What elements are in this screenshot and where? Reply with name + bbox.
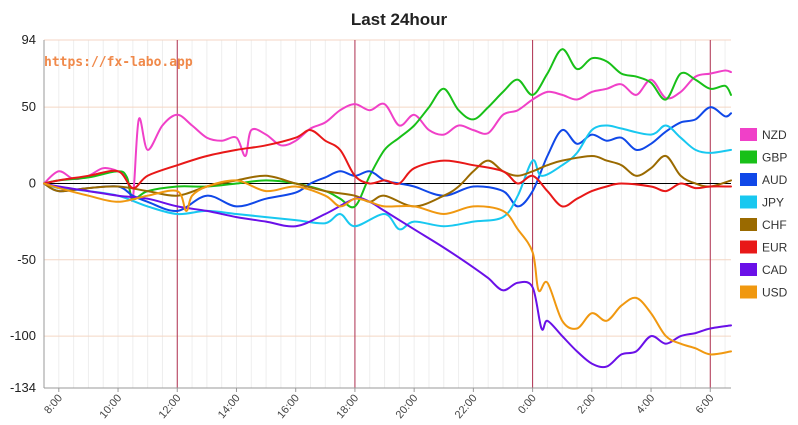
legend-swatch-cad	[740, 263, 757, 276]
legend-swatch-nzd	[740, 128, 757, 141]
legend-swatch-chf	[740, 218, 757, 231]
x-tick-label: 22:00	[453, 392, 480, 421]
legend-swatch-gbp	[740, 150, 757, 164]
legend-swatch-aud	[740, 173, 757, 186]
legend-label-eur: EUR	[762, 241, 788, 255]
series-line-gbp	[43, 48, 732, 209]
legend-swatch-jpy	[740, 195, 757, 209]
x-tick-label: 10:00	[97, 392, 124, 421]
series-line-cad	[43, 182, 732, 369]
legend-label-usd: USD	[762, 286, 788, 300]
x-tick-label: 12:00	[157, 392, 184, 421]
series-line-usd	[43, 179, 732, 356]
series-line-chf	[43, 154, 732, 208]
x-tick-label: 0:00	[516, 392, 539, 416]
legend-swatch-usd	[740, 285, 757, 299]
legend-label-cad: CAD	[762, 263, 788, 277]
x-tick-label: 4:00	[634, 392, 657, 416]
y-tick-label: -100	[10, 328, 36, 343]
watermark-text: https://fx-labo.app	[44, 55, 193, 70]
series-line-nzd	[43, 69, 732, 202]
series-line-jpy	[43, 124, 732, 231]
x-tick-label: 6:00	[694, 392, 717, 416]
y-tick-label: 0	[29, 175, 36, 190]
legend-swatch-eur	[740, 240, 757, 254]
x-tick-label: 14:00	[216, 392, 243, 421]
legend-label-gbp: GBP	[762, 151, 787, 165]
legend-label-jpy: JPY	[762, 196, 784, 210]
y-tick-label: 50	[22, 99, 36, 114]
legend-label-nzd: NZD	[762, 128, 787, 142]
series-lines	[43, 48, 732, 369]
x-tick-label: 20:00	[394, 392, 421, 421]
grid	[43, 39, 731, 389]
y-tick-label: -134	[10, 380, 36, 395]
series-line-eur	[43, 129, 732, 208]
chart-title: Last 24hour	[351, 10, 448, 29]
x-tick-label: 16:00	[275, 392, 302, 421]
legend: NZD GBP AUD JPY CHF EUR CAD USD	[740, 128, 788, 300]
x-tick-label: 8:00	[42, 392, 65, 416]
x-tick-label: 18:00	[334, 392, 361, 421]
series-line-aud	[43, 106, 732, 212]
x-tick-label: 2:00	[575, 392, 598, 416]
y-tick-label: -50	[17, 252, 36, 267]
y-tick-label: 94	[22, 32, 36, 47]
legend-label-chf: CHF	[762, 218, 787, 232]
legend-label-aud: AUD	[762, 173, 788, 187]
